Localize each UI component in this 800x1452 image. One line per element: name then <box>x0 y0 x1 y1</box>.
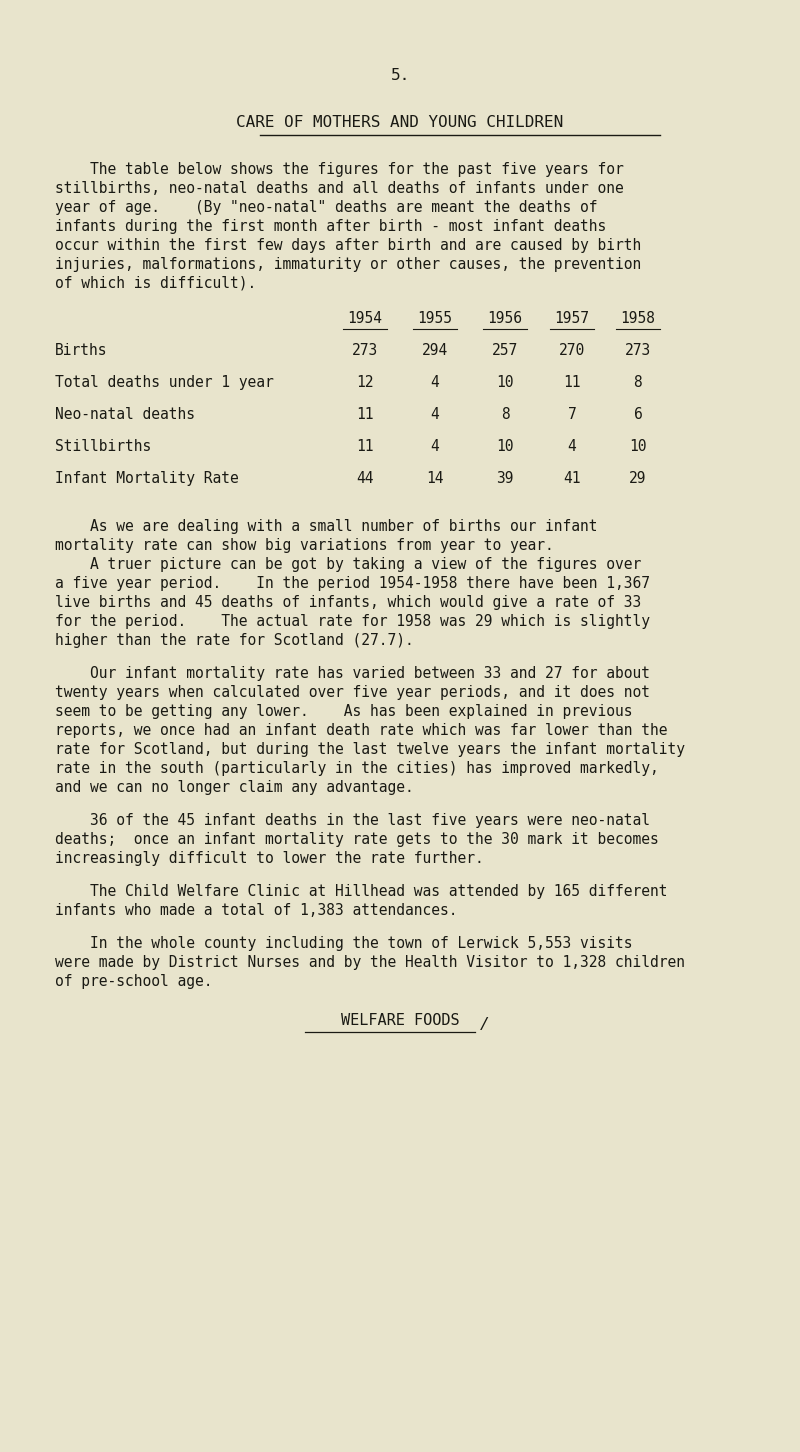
Text: A truer picture can be got by taking a view of the figures over: A truer picture can be got by taking a v… <box>55 558 642 572</box>
Text: 29: 29 <box>630 470 646 486</box>
Text: The table below shows the figures for the past five years for: The table below shows the figures for th… <box>55 163 624 177</box>
Text: 8: 8 <box>501 407 510 423</box>
Text: rate for Scotland, but during the last twelve years the infant mortality: rate for Scotland, but during the last t… <box>55 742 685 756</box>
Text: 4: 4 <box>430 407 439 423</box>
Text: 1956: 1956 <box>487 311 522 327</box>
Text: 4: 4 <box>568 439 576 454</box>
Text: 41: 41 <box>563 470 581 486</box>
Text: 1958: 1958 <box>621 311 655 327</box>
Text: /: / <box>480 1016 490 1032</box>
Text: mortality rate can show big variations from year to year.: mortality rate can show big variations f… <box>55 539 554 553</box>
Text: of which is difficult).: of which is difficult). <box>55 276 256 290</box>
Text: WELFARE FOODS: WELFARE FOODS <box>341 1013 459 1028</box>
Text: 39: 39 <box>496 470 514 486</box>
Text: Total deaths under 1 year: Total deaths under 1 year <box>55 375 274 391</box>
Text: and we can no longer claim any advantage.: and we can no longer claim any advantage… <box>55 780 414 796</box>
Text: reports, we once had an infant death rate which was far lower than the: reports, we once had an infant death rat… <box>55 723 667 738</box>
Text: In the whole county including the town of Lerwick 5,553 visits: In the whole county including the town o… <box>55 937 633 951</box>
Text: 294: 294 <box>422 343 448 359</box>
Text: 1955: 1955 <box>418 311 453 327</box>
Text: for the period.    The actual rate for 1958 was 29 which is slightly: for the period. The actual rate for 1958… <box>55 614 650 629</box>
Text: As we are dealing with a small number of births our infant: As we are dealing with a small number of… <box>55 518 598 534</box>
Text: 4: 4 <box>430 439 439 454</box>
Text: 10: 10 <box>496 439 514 454</box>
Text: 1957: 1957 <box>554 311 590 327</box>
Text: deaths;  once an infant mortality rate gets to the 30 mark it becomes: deaths; once an infant mortality rate ge… <box>55 832 658 847</box>
Text: Neo-natal deaths: Neo-natal deaths <box>55 407 195 423</box>
Text: of pre-school age.: of pre-school age. <box>55 974 213 989</box>
Text: infants during the first month after birth - most infant deaths: infants during the first month after bir… <box>55 219 606 234</box>
Text: 11: 11 <box>356 407 374 423</box>
Text: 4: 4 <box>430 375 439 391</box>
Text: 11: 11 <box>356 439 374 454</box>
Text: 273: 273 <box>625 343 651 359</box>
Text: 5.: 5. <box>390 68 410 83</box>
Text: Births: Births <box>55 343 107 359</box>
Text: 11: 11 <box>563 375 581 391</box>
Text: 12: 12 <box>356 375 374 391</box>
Text: 7: 7 <box>568 407 576 423</box>
Text: Stillbirths: Stillbirths <box>55 439 151 454</box>
Text: 273: 273 <box>352 343 378 359</box>
Text: higher than the rate for Scotland (27.7).: higher than the rate for Scotland (27.7)… <box>55 633 414 648</box>
Text: seem to be getting any lower.    As has been explained in previous: seem to be getting any lower. As has bee… <box>55 704 633 719</box>
Text: were made by District Nurses and by the Health Visitor to 1,328 children: were made by District Nurses and by the … <box>55 955 685 970</box>
Text: a five year period.    In the period 1954-1958 there have been 1,367: a five year period. In the period 1954-1… <box>55 576 650 591</box>
Text: The Child Welfare Clinic at Hillhead was attended by 165 different: The Child Welfare Clinic at Hillhead was… <box>55 884 667 899</box>
Text: injuries, malformations, immaturity or other causes, the prevention: injuries, malformations, immaturity or o… <box>55 257 642 272</box>
Text: 44: 44 <box>356 470 374 486</box>
Text: CARE OF MOTHERS AND YOUNG CHILDREN: CARE OF MOTHERS AND YOUNG CHILDREN <box>236 115 564 131</box>
Text: live births and 45 deaths of infants, which would give a rate of 33: live births and 45 deaths of infants, wh… <box>55 595 642 610</box>
Text: increasingly difficult to lower the rate further.: increasingly difficult to lower the rate… <box>55 851 484 865</box>
Text: year of age.    (By "neo-natal" deaths are meant the deaths of: year of age. (By "neo-natal" deaths are … <box>55 200 598 215</box>
Text: 10: 10 <box>496 375 514 391</box>
Text: 36 of the 45 infant deaths in the last five years were neo-natal: 36 of the 45 infant deaths in the last f… <box>55 813 650 828</box>
Text: twenty years when calculated over five year periods, and it does not: twenty years when calculated over five y… <box>55 685 650 700</box>
Text: 6: 6 <box>634 407 642 423</box>
Text: 8: 8 <box>634 375 642 391</box>
Text: Infant Mortality Rate: Infant Mortality Rate <box>55 470 238 486</box>
Text: 1954: 1954 <box>347 311 382 327</box>
Text: Our infant mortality rate has varied between 33 and 27 for about: Our infant mortality rate has varied bet… <box>55 666 650 681</box>
Text: stillbirths, neo-natal deaths and all deaths of infants under one: stillbirths, neo-natal deaths and all de… <box>55 182 624 196</box>
Text: occur within the first few days after birth and are caused by birth: occur within the first few days after bi… <box>55 238 642 253</box>
Text: 257: 257 <box>492 343 518 359</box>
Text: 270: 270 <box>559 343 585 359</box>
Text: infants who made a total of 1,383 attendances.: infants who made a total of 1,383 attend… <box>55 903 458 918</box>
Text: rate in the south (particularly in the cities) has improved markedly,: rate in the south (particularly in the c… <box>55 761 658 775</box>
Text: 10: 10 <box>630 439 646 454</box>
Text: 14: 14 <box>426 470 444 486</box>
